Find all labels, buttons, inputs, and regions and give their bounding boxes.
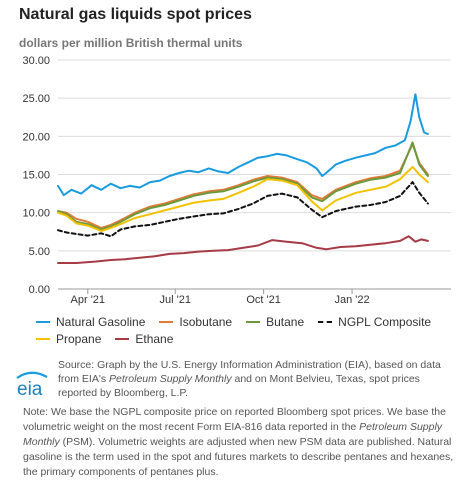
legend-label: Propane: [56, 331, 102, 346]
legend-label: NGPL Composite: [338, 314, 432, 329]
legend-item-propane[interactable]: Propane: [36, 332, 101, 346]
note-publication: Petroleum Supply Monthly: [23, 421, 443, 448]
y-tick-label: 20.00: [22, 131, 50, 143]
legend-swatch: [318, 320, 333, 323]
note-text-part: Note: We base the NGPL composite price o…: [23, 406, 446, 433]
note-text-part: (PSM). Volumetric weights are adjusted w…: [23, 436, 454, 478]
x-tick-label: Jul '21: [160, 294, 191, 306]
legend-item-butane[interactable]: Butane: [246, 315, 304, 329]
series-line-ngpl-composite: [57, 181, 429, 238]
legend-swatch: [115, 337, 130, 340]
y-tick-label: 0.00: [29, 284, 50, 296]
legend-swatch: [159, 320, 174, 323]
series-line-ethane: [57, 235, 429, 264]
legend-label: Butane: [266, 314, 305, 329]
series-line-isobutane: [57, 143, 429, 229]
source-publication: Petroleum Supply Monthly: [109, 373, 232, 385]
legend-label: Natural Gasoline: [56, 314, 146, 329]
note-text: Note: We base the NGPL composite price o…: [23, 405, 455, 480]
legend-row: Natural Gasoline Isobutane Butane NGPL C…: [36, 313, 436, 330]
legend-swatch: [246, 320, 261, 323]
legend-row: Propane Ethane: [36, 330, 436, 347]
legend-item-ngpl-composite[interactable]: NGPL Composite: [318, 315, 431, 329]
chart-title: Natural gas liquids spot prices: [19, 6, 252, 23]
line-chart: 0.00 5.00 10.00 15.00 20.00 25.00 30.00 Apr '21…: [22, 55, 451, 306]
legend-label: Isobutane: [179, 314, 233, 329]
legend-item-natural-gasoline[interactable]: Natural Gasoline: [36, 315, 145, 329]
y-tick-label: 15.00: [22, 170, 50, 182]
legend-swatch: [36, 320, 50, 323]
logo-text: eia: [17, 379, 43, 400]
eia-logo-icon: eia: [16, 371, 48, 400]
series-line-natural-gasoline: [57, 93, 429, 197]
legend-swatch: [36, 337, 50, 340]
y-tick-label: 30.00: [22, 55, 50, 67]
source-text-part: and on Mont Belvieu, Texas, spot prices …: [58, 373, 420, 399]
x-tick-label: Jan '22: [334, 294, 369, 306]
x-tick-label: Apr '21: [71, 294, 106, 306]
chart-subtitle: dollars per million British thermal unit…: [19, 36, 243, 50]
y-tick-label: 5.00: [29, 246, 50, 258]
source-text: Source: Graph by the U.S. Energy Informa…: [58, 358, 458, 400]
series-line-propane: [57, 165, 429, 232]
chart-legend: Natural Gasoline Isobutane Butane NGPL C…: [36, 313, 436, 347]
legend-item-isobutane[interactable]: Isobutane: [159, 315, 232, 329]
series-line-butane: [57, 141, 429, 231]
y-tick-label: 25.00: [22, 93, 50, 105]
legend-label: Ethane: [135, 331, 174, 346]
x-tick-label: Oct '21: [246, 294, 281, 306]
y-tick-label: 10.00: [22, 208, 50, 220]
source-text-part: Source: Graph by the U.S. Energy Informa…: [58, 359, 441, 385]
legend-item-ethane[interactable]: Ethane: [115, 332, 173, 346]
